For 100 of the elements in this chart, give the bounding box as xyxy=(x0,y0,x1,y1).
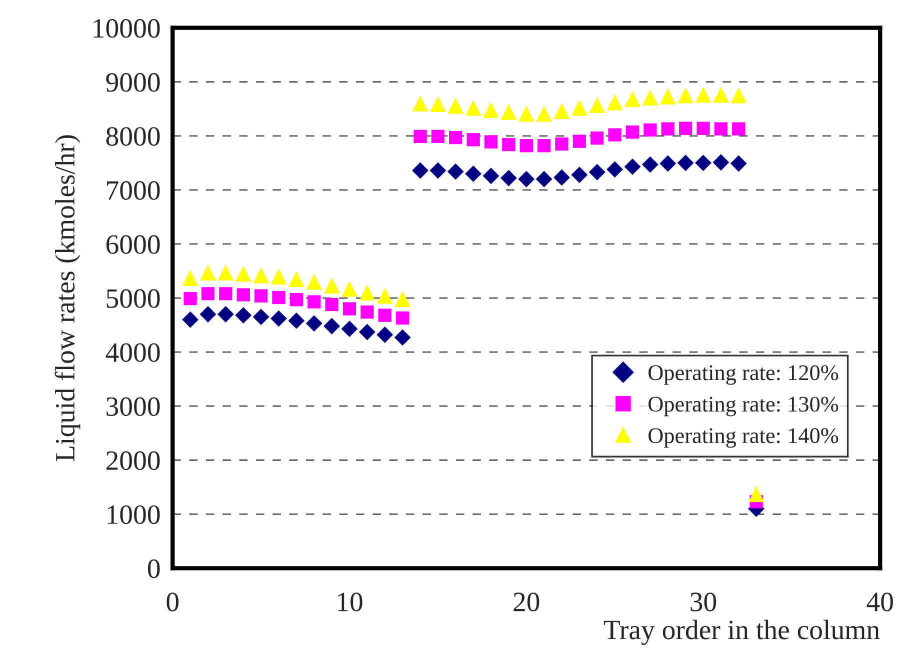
point xyxy=(430,162,446,179)
point xyxy=(520,139,533,152)
point xyxy=(465,100,482,116)
point xyxy=(732,122,746,136)
point xyxy=(642,90,658,106)
y-tick-label: 9000 xyxy=(106,73,160,92)
point xyxy=(730,87,747,104)
point xyxy=(695,154,712,172)
point xyxy=(270,268,287,284)
point xyxy=(606,94,623,110)
point xyxy=(306,274,322,290)
point xyxy=(324,278,340,294)
point xyxy=(518,170,535,188)
point xyxy=(502,138,516,152)
point xyxy=(447,163,464,180)
point xyxy=(182,311,199,328)
point xyxy=(571,166,588,184)
point xyxy=(236,288,250,302)
legend-label: Operating rate: 130% xyxy=(648,396,838,416)
point xyxy=(714,122,728,136)
point xyxy=(325,298,338,312)
point xyxy=(360,305,374,319)
point xyxy=(589,97,606,114)
legend-label: Operating rate: 140% xyxy=(648,428,838,448)
y-tick-label: 7000 xyxy=(107,181,160,200)
y-tick-label: 0 xyxy=(148,559,160,578)
point xyxy=(290,293,304,306)
point xyxy=(536,170,552,188)
point xyxy=(466,133,480,146)
point xyxy=(642,156,658,173)
y-tick-label: 4000 xyxy=(106,343,160,362)
x-tick-label: 10 xyxy=(338,592,362,612)
y-tick-label: 1000 xyxy=(108,505,160,524)
point xyxy=(412,162,428,179)
y-tick-label: 5000 xyxy=(106,289,160,308)
point xyxy=(341,320,358,338)
point xyxy=(235,266,252,282)
point xyxy=(182,270,198,286)
point xyxy=(378,308,392,322)
point xyxy=(359,284,376,301)
point xyxy=(713,86,729,103)
point xyxy=(555,137,568,151)
point xyxy=(678,87,694,104)
point xyxy=(201,287,215,300)
point xyxy=(358,324,376,340)
point xyxy=(500,104,517,120)
point xyxy=(308,295,321,308)
point xyxy=(730,155,747,172)
point xyxy=(712,154,730,171)
point xyxy=(588,164,606,180)
y-tick-label: 6000 xyxy=(106,235,160,254)
point xyxy=(482,168,500,184)
x-axis-title: Tray order in the column xyxy=(604,620,880,646)
point xyxy=(554,103,570,119)
point xyxy=(590,131,604,145)
point xyxy=(394,329,411,346)
point xyxy=(288,271,304,288)
point xyxy=(449,130,462,144)
point xyxy=(414,130,427,144)
x-tick-label: 0 xyxy=(166,592,178,612)
point xyxy=(660,155,676,172)
point xyxy=(253,267,269,284)
point xyxy=(678,122,692,135)
point xyxy=(217,306,234,322)
point xyxy=(608,128,622,142)
point xyxy=(376,326,394,343)
point xyxy=(394,291,410,308)
point xyxy=(376,288,393,304)
point xyxy=(184,292,197,306)
point xyxy=(537,139,551,152)
point xyxy=(624,91,640,108)
point xyxy=(500,170,517,186)
point xyxy=(660,88,676,104)
point xyxy=(483,102,499,118)
point xyxy=(554,169,570,186)
point xyxy=(430,96,446,112)
point xyxy=(536,106,552,122)
y-axis-title: Liquid flow rates (kmoles/hr) xyxy=(54,135,80,462)
point xyxy=(431,130,445,144)
point xyxy=(235,307,252,324)
point xyxy=(219,287,232,300)
point xyxy=(572,134,586,148)
point xyxy=(572,100,588,116)
point xyxy=(696,122,710,135)
y-tick-label: 2000 xyxy=(106,451,160,470)
point xyxy=(695,86,712,103)
point xyxy=(306,315,322,332)
point xyxy=(324,318,340,334)
point xyxy=(661,122,674,136)
point xyxy=(200,264,216,281)
point xyxy=(270,310,287,327)
point xyxy=(396,311,410,325)
point xyxy=(448,98,464,114)
point xyxy=(412,96,428,112)
point xyxy=(200,306,216,322)
point xyxy=(624,158,641,175)
point xyxy=(218,264,234,281)
x-tick-label: 20 xyxy=(514,592,540,612)
point xyxy=(342,302,356,316)
point xyxy=(626,126,640,139)
